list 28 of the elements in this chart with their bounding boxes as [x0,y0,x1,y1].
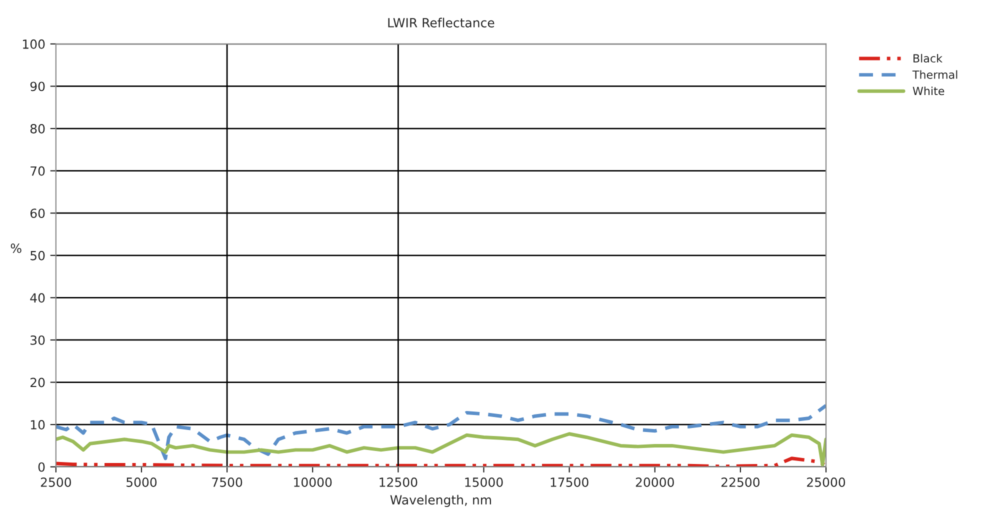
y-tick-label: 80 [30,124,45,134]
x-tick-label: 17500 [550,477,588,487]
x-tick-label: 2500 [40,477,71,487]
x-tick-label: 15000 [465,477,503,487]
x-tick-label: 20000 [636,477,674,487]
x-tick-label: 5000 [126,477,157,487]
x-tick-label: 12500 [380,477,418,487]
y-tick-label: 60 [30,208,45,218]
legend-label: Thermal [912,70,958,79]
chart-title: LWIR Reflectance [388,18,494,28]
legend-label: Black [914,54,942,63]
x-tick-label: 25000 [807,477,846,487]
x-tick-label: 10000 [294,477,332,487]
y-tick-label: 20 [30,378,45,388]
y-tick-label: 40 [30,293,45,303]
y-tick-label: 30 [30,335,45,345]
y-tick-label: 10 [30,420,45,430]
x-axis-title: Wavelength, nm [390,494,491,508]
y-tick-label: 0 [38,462,45,472]
x-tick-label: 22500 [721,477,760,487]
line-series [56,404,826,460]
y-tick-label: 90 [30,82,45,92]
legend-label: White [912,86,944,96]
x-tick-label: 7500 [212,477,242,487]
y-tick-label: 50 [30,250,45,260]
y-axis-title: % [10,244,22,253]
y-tick-label: 100 [23,39,45,49]
y-tick-label: 70 [30,166,45,176]
